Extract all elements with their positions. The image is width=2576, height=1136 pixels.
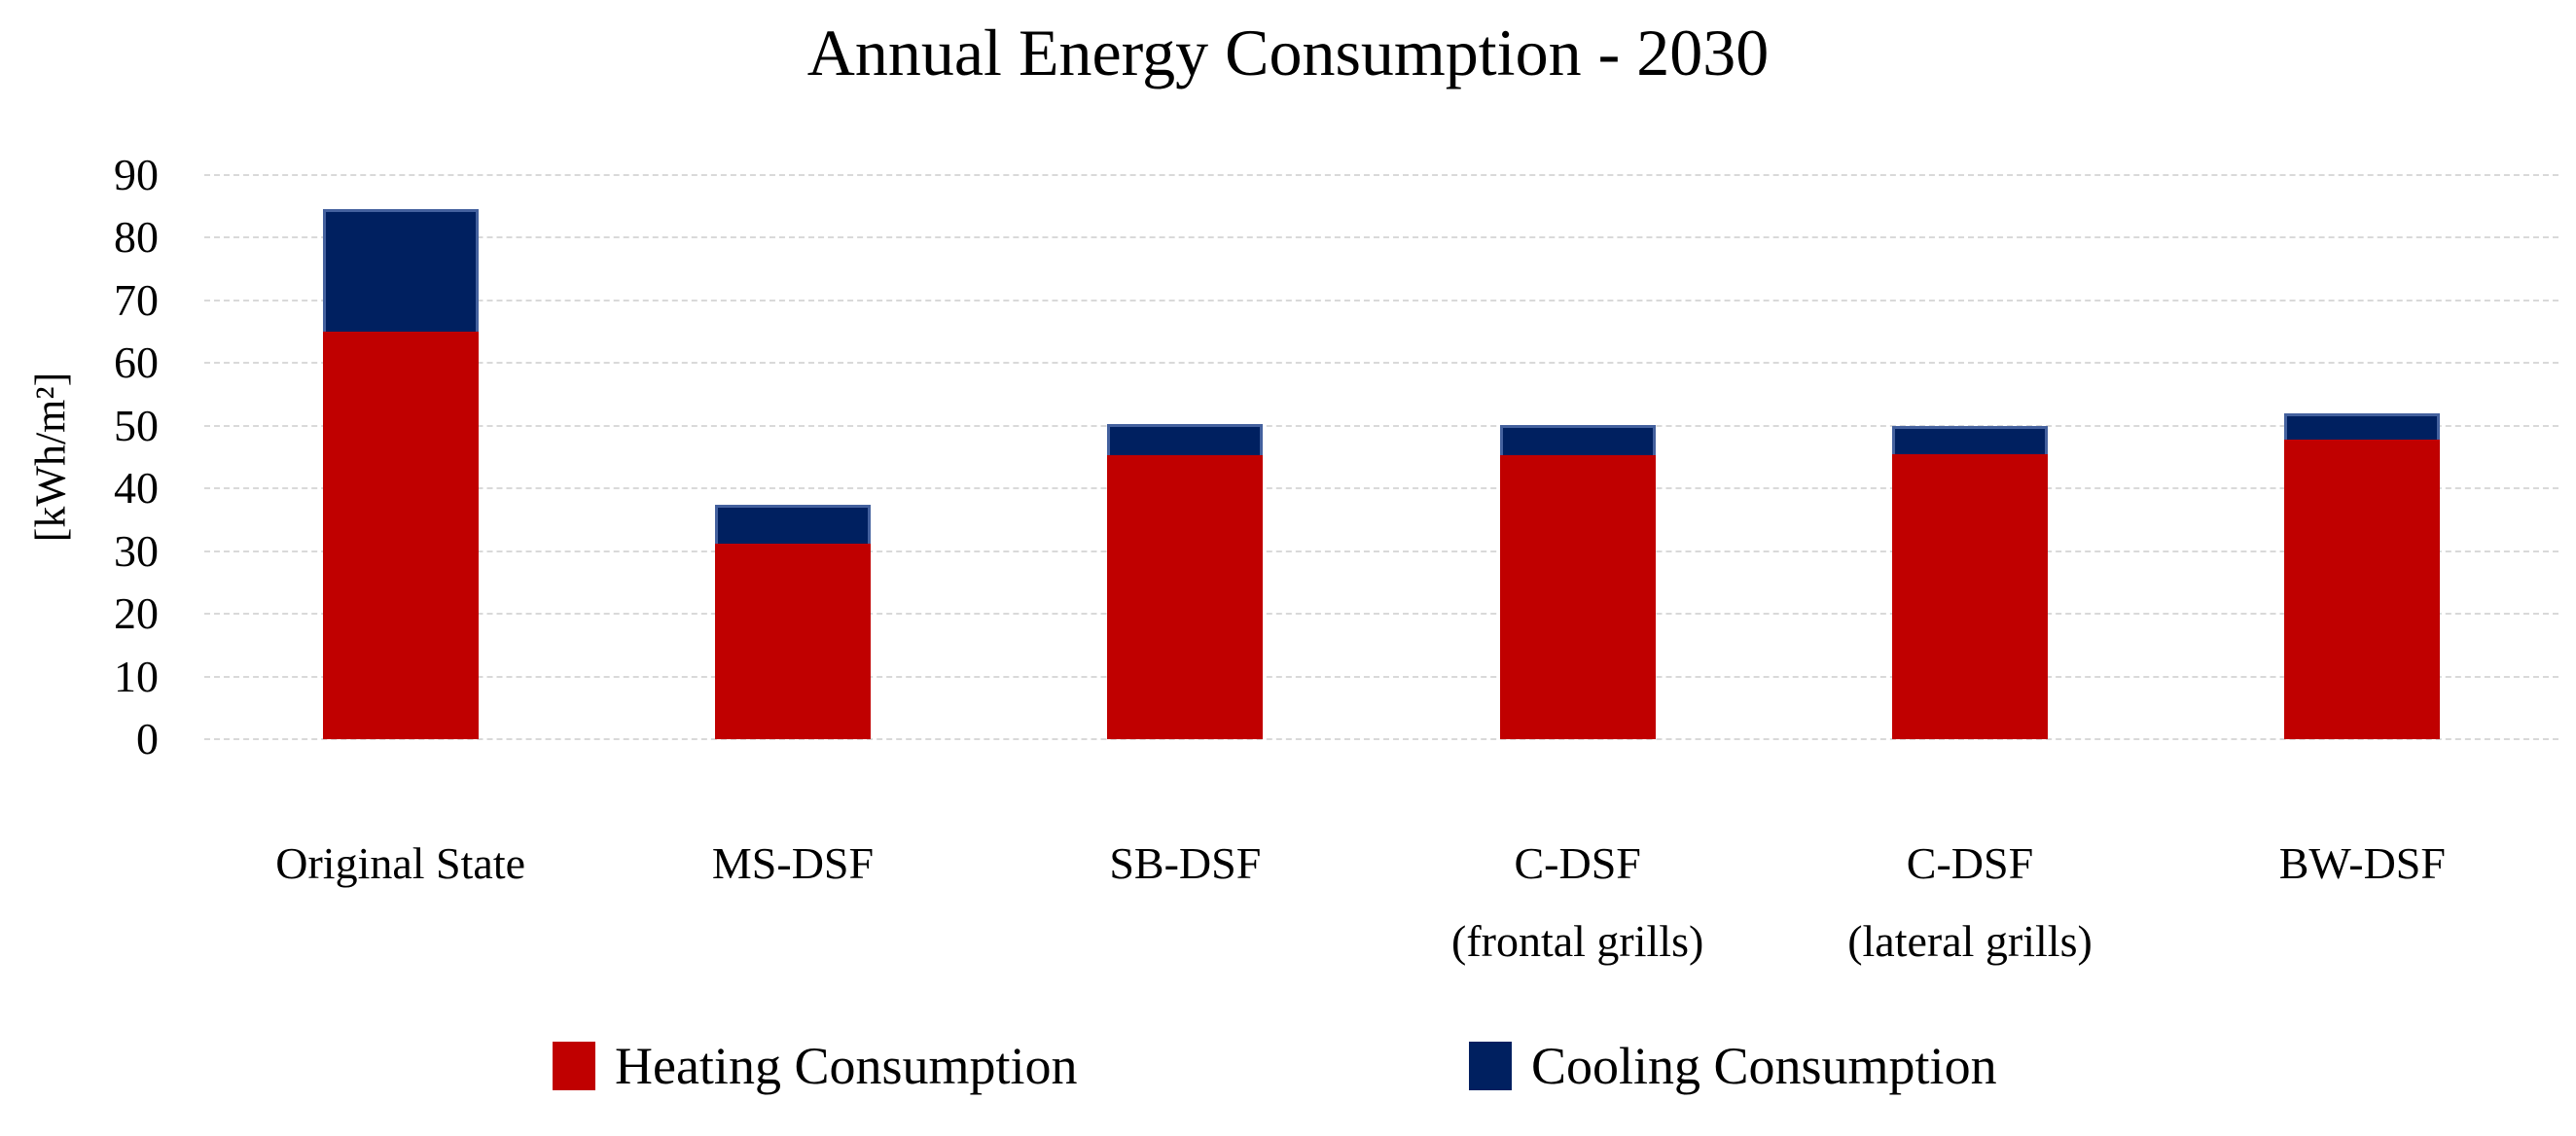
- y-tick-label-20: 20: [114, 588, 159, 639]
- gridline-0: [204, 738, 2558, 740]
- gridline-60: [204, 362, 2558, 365]
- legend-swatch-cooling: [1469, 1042, 1512, 1090]
- y-tick-label-30: 30: [114, 525, 159, 576]
- legend-swatch-heating: [553, 1042, 595, 1090]
- legend-label-cooling: Cooling Consumption: [1531, 1037, 1997, 1095]
- bar-5-cooling-segment: [2284, 412, 2441, 440]
- bar-1-cooling-segment: [715, 504, 871, 544]
- bar-3-heating-segment: [1499, 455, 1656, 739]
- bar-3-cooling-segment: [1499, 425, 1656, 456]
- legend-entry-cooling: Cooling Consumption: [1469, 1029, 1997, 1103]
- bar-4-heating-segment: [1892, 454, 2048, 739]
- y-tick-label-0: 0: [136, 714, 159, 763]
- gridline-70: [204, 299, 2558, 302]
- plot-area: [204, 174, 2558, 740]
- x-axis-label-5: BW-DSF: [2278, 838, 2446, 888]
- y-tick-label-90: 90: [114, 150, 159, 199]
- bar-2-heating-segment: [1107, 455, 1264, 739]
- x-axis-label-1: MS-DSF: [711, 838, 875, 888]
- gridline-20: [204, 613, 2558, 616]
- chart-title: Annual Energy Consumption - 2030: [806, 16, 1770, 89]
- legend-entry-heating: Heating Consumption: [553, 1029, 1077, 1103]
- x-axis-label-3: C-DSF (frontal grills): [1451, 838, 1704, 966]
- y-tick-label-40: 40: [114, 463, 159, 514]
- bar-1-heating-segment: [715, 543, 871, 739]
- y-tick-label-80: 80: [114, 212, 159, 263]
- gridline-80: [204, 236, 2558, 239]
- gridline-50: [204, 424, 2558, 427]
- bar-0-heating-segment: [322, 332, 479, 739]
- gridline-40: [204, 487, 2558, 490]
- bar-3: [1499, 425, 1656, 739]
- x-axis-labels: Original State MS-DSF SB-DSF C-DSF (frontal…: [204, 825, 2558, 1000]
- bar-5-heating-segment: [2284, 439, 2441, 739]
- gridline-30: [204, 550, 2558, 552]
- legend-label-heating: Heating Consumption: [615, 1037, 1078, 1095]
- bar-0-cooling-segment: [322, 209, 479, 333]
- y-tick-label-50: 50: [114, 400, 159, 450]
- bar-2-cooling-segment: [1107, 423, 1264, 456]
- gridline-90: [204, 174, 2558, 176]
- bar-0: [322, 209, 479, 739]
- y-tick-label-70: 70: [114, 274, 159, 325]
- bar-1: [715, 504, 871, 739]
- x-axis-label-4: C-DSF (lateral grills): [1847, 838, 2093, 966]
- y-tick-label-60: 60: [114, 337, 159, 388]
- y-tick-label-10: 10: [114, 651, 159, 701]
- gridline-10: [204, 675, 2558, 678]
- x-axis-label-0: Original State: [275, 838, 526, 888]
- bar-5: [2284, 412, 2441, 739]
- bar-4: [1892, 425, 2048, 739]
- bar-4-cooling-segment: [1892, 425, 2048, 455]
- bar-2: [1107, 423, 1264, 739]
- x-axis-label-2: SB-DSF: [1109, 838, 1262, 888]
